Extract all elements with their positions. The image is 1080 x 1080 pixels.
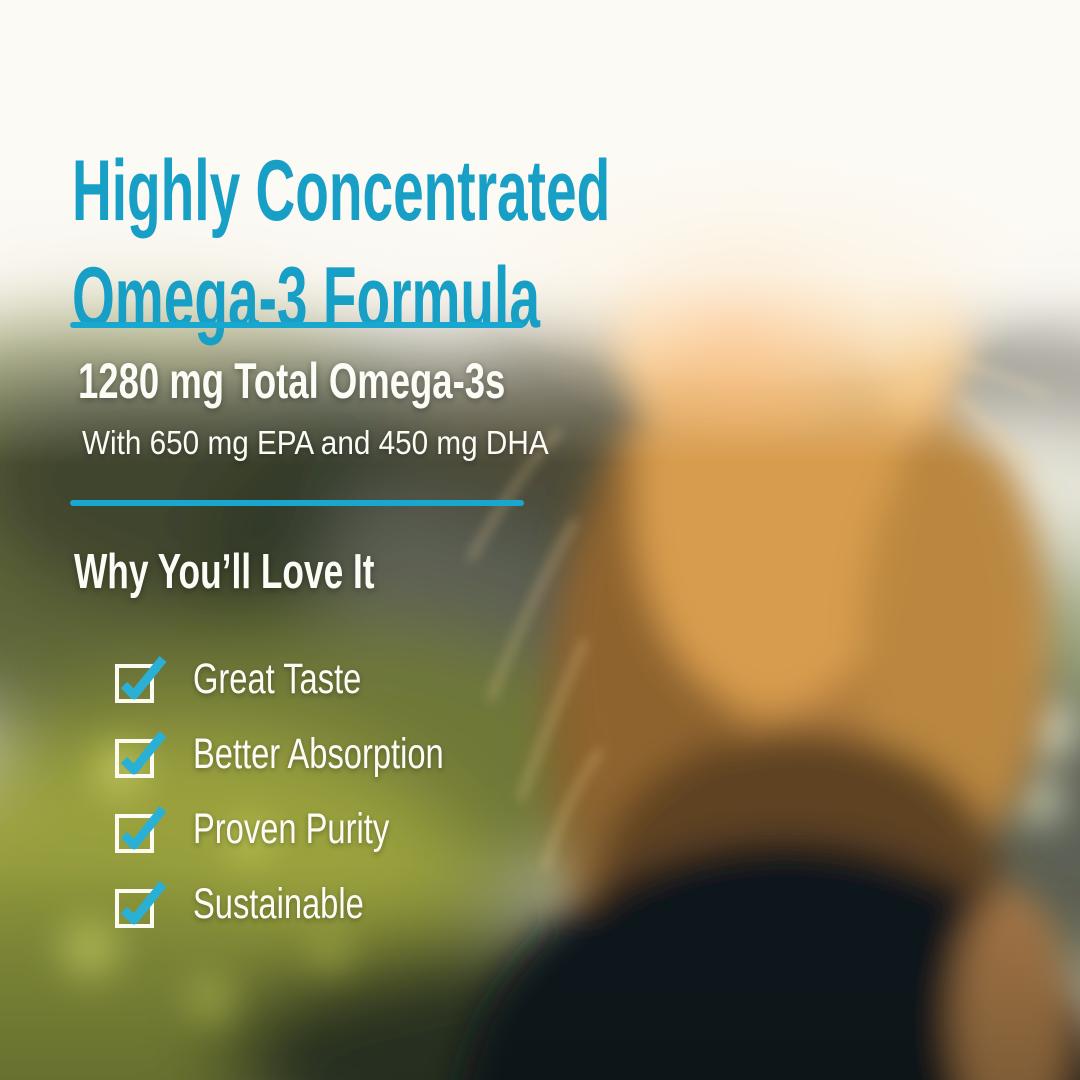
- checkbox-checked-icon: [115, 731, 167, 778]
- checkmark: [120, 656, 167, 700]
- checkmark: [120, 881, 167, 925]
- benefits-heading: Why You’ll Love It: [74, 545, 375, 599]
- headline: Highly Concentrated Omega-3 Formula: [72, 138, 610, 353]
- divider-top: [70, 322, 524, 328]
- stats-title: 1280 mg Total Omega-3s: [78, 353, 506, 409]
- headline-line-2: Omega-3 Formula: [72, 250, 540, 347]
- checklist-item-label: Better Absorption: [193, 729, 444, 778]
- checklist-item: Sustainable: [114, 879, 523, 928]
- checklist-item-label: Great Taste: [193, 654, 362, 703]
- checklist-item-label: Proven Purity: [193, 804, 390, 853]
- checklist-item-label: Sustainable: [193, 879, 364, 928]
- checkbox-checked-icon: [115, 881, 167, 928]
- headline-line-1: Highly Concentrated: [72, 142, 611, 239]
- benefits-checklist: Great Taste Better Absorption Proven Pur…: [114, 654, 523, 928]
- checklist-item: Better Absorption: [114, 729, 523, 778]
- divider-bottom: [70, 500, 524, 506]
- checkbox-checked-icon: [115, 656, 167, 703]
- checkbox-checked-icon: [115, 806, 167, 853]
- checkmark: [120, 806, 167, 850]
- checkmark: [120, 731, 167, 775]
- checklist-item: Great Taste: [114, 654, 523, 703]
- checklist-item: Proven Purity: [114, 804, 523, 853]
- stats-subtitle: With 650 mg EPA and 450 mg DHA: [82, 424, 549, 461]
